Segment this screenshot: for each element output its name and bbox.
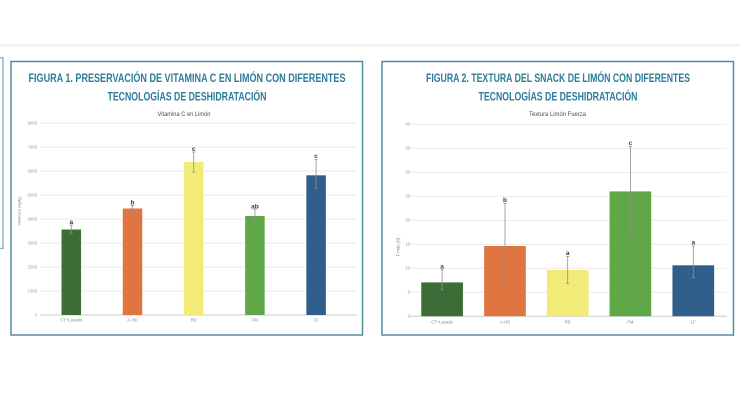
svg-text:RD: RD	[191, 318, 197, 323]
svg-text:c: c	[192, 146, 196, 153]
svg-text:3000: 3000	[28, 240, 38, 245]
svg-text:2000: 2000	[28, 264, 38, 269]
svg-text:a: a	[69, 219, 73, 226]
svg-text:6000: 6000	[28, 168, 38, 173]
svg-text:5000: 5000	[28, 192, 38, 197]
svg-text:10: 10	[405, 266, 410, 271]
svg-text:Vitamina C en Limón: Vitamina C en Limón	[158, 112, 211, 118]
svg-text:FM: FM	[627, 320, 634, 325]
svg-text:8000: 8000	[28, 120, 38, 125]
svg-text:FM: FM	[252, 318, 259, 323]
svg-text:1000: 1000	[28, 288, 38, 293]
svg-text:c: c	[314, 153, 318, 160]
svg-text:RD: RD	[565, 320, 571, 325]
svg-text:30: 30	[405, 170, 410, 175]
svg-text:F máx (N): F máx (N)	[396, 237, 401, 256]
svg-text:20: 20	[405, 218, 410, 223]
svg-text:TECNOLOGÍAS DE DESHIDRATACIÓN: TECNOLOGÍAS DE DESHIDRATACIÓN	[479, 91, 638, 104]
svg-text:7000: 7000	[28, 144, 38, 149]
svg-text:ab: ab	[251, 203, 259, 210]
svg-text:CT+Lavado: CT+Lavado	[60, 318, 82, 323]
svg-text:A-HD: A-HD	[500, 320, 510, 325]
svg-text:b: b	[131, 199, 135, 206]
svg-text:25: 25	[405, 194, 410, 199]
svg-text:c: c	[629, 140, 633, 147]
svg-text:0: 0	[408, 314, 411, 319]
svg-text:a: a	[691, 240, 695, 247]
svg-text:FIGURA 1. PRESERVACIÓN DE VITA: FIGURA 1. PRESERVACIÓN DE VITAMINA C EN …	[29, 72, 346, 85]
svg-text:35: 35	[405, 146, 410, 151]
svg-text:LF: LF	[314, 318, 319, 323]
svg-text:Textura Limón Fuerza: Textura Limón Fuerza	[529, 112, 587, 118]
svg-text:TECNOLOGÍAS DE DESHIDRATACIÓN: TECNOLOGÍAS DE DESHIDRATACIÓN	[108, 91, 267, 104]
svg-text:a: a	[440, 263, 444, 270]
svg-text:CT+Lavado: CT+Lavado	[431, 320, 453, 325]
svg-text:Vitamina C (mg/kg): Vitamina C (mg/kg)	[18, 197, 22, 226]
svg-text:4000: 4000	[28, 216, 38, 221]
svg-text:A-HD: A-HD	[127, 318, 137, 323]
svg-text:a: a	[566, 250, 570, 257]
svg-text:15: 15	[405, 242, 410, 247]
svg-text:FIGURA 2. TEXTURA DEL SNACK DE: FIGURA 2. TEXTURA DEL SNACK DE LIMÓN CON…	[426, 72, 690, 85]
svg-text:LF: LF	[691, 320, 696, 325]
svg-text:b: b	[503, 197, 507, 204]
svg-text:0: 0	[35, 312, 38, 317]
svg-text:5: 5	[408, 290, 411, 295]
svg-text:40: 40	[405, 122, 410, 127]
